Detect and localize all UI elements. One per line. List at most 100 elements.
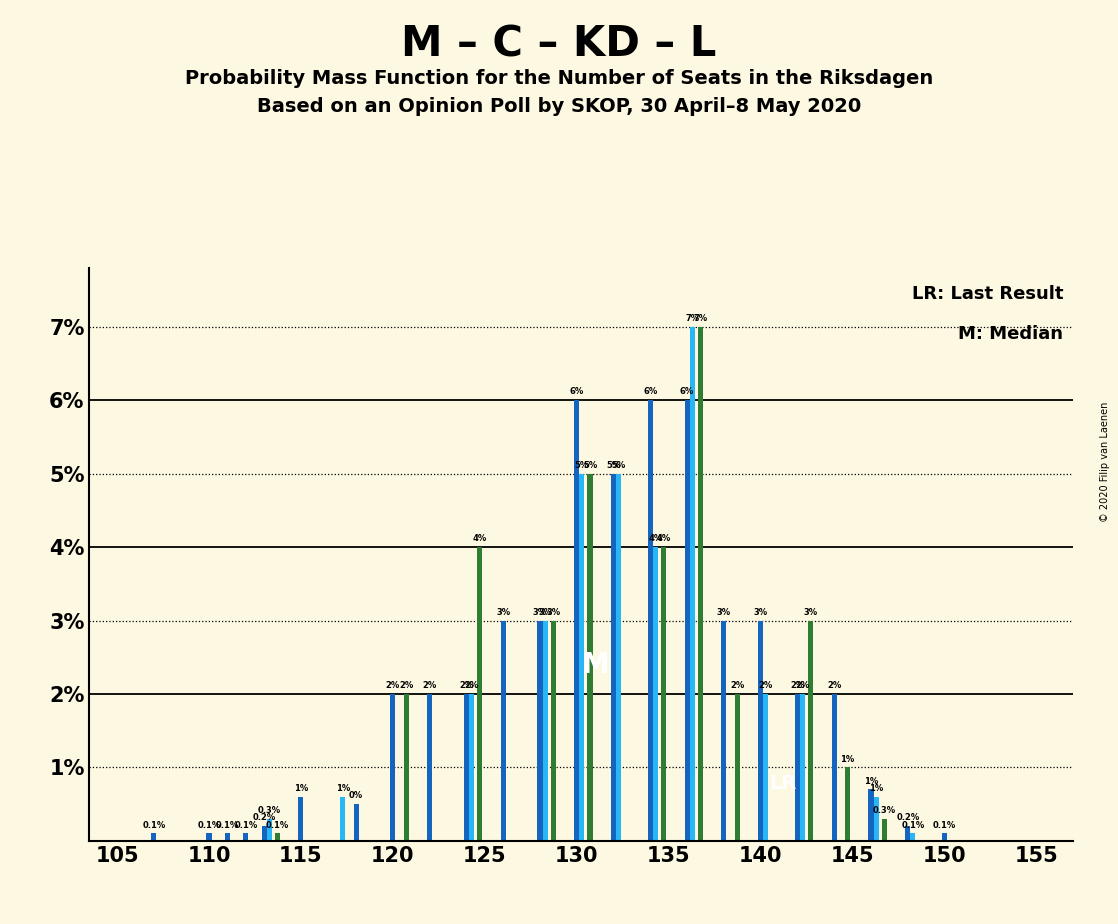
Bar bbox=[464, 694, 468, 841]
Text: 2%: 2% bbox=[796, 681, 809, 690]
Text: 6%: 6% bbox=[680, 387, 694, 396]
Bar bbox=[207, 833, 211, 841]
Text: 0.1%: 0.1% bbox=[266, 821, 290, 830]
Bar bbox=[551, 621, 556, 841]
Bar bbox=[690, 327, 694, 841]
Text: 1%: 1% bbox=[864, 777, 878, 785]
Bar bbox=[538, 621, 542, 841]
Text: 4%: 4% bbox=[648, 534, 663, 543]
Bar bbox=[942, 833, 947, 841]
Bar bbox=[869, 789, 873, 841]
Text: © 2020 Filip van Laenen: © 2020 Filip van Laenen bbox=[1100, 402, 1110, 522]
Bar bbox=[906, 826, 910, 841]
Bar bbox=[353, 804, 359, 841]
Text: 3%: 3% bbox=[533, 608, 547, 617]
Text: 2%: 2% bbox=[730, 681, 745, 690]
Text: M: Median: M: Median bbox=[958, 325, 1063, 343]
Bar bbox=[477, 547, 482, 841]
Bar bbox=[468, 694, 474, 841]
Text: LR: LR bbox=[769, 774, 797, 793]
Bar bbox=[275, 833, 280, 841]
Text: 3%: 3% bbox=[496, 608, 510, 617]
Text: 5%: 5% bbox=[612, 461, 626, 470]
Text: 4%: 4% bbox=[656, 534, 671, 543]
Text: 1%: 1% bbox=[335, 784, 350, 793]
Bar bbox=[653, 547, 659, 841]
Bar bbox=[735, 694, 740, 841]
Text: 3%: 3% bbox=[717, 608, 731, 617]
Text: M – C – KD – L: M – C – KD – L bbox=[401, 23, 717, 65]
Text: 2%: 2% bbox=[790, 681, 805, 690]
Bar bbox=[427, 694, 433, 841]
Text: 7%: 7% bbox=[693, 314, 708, 323]
Text: 0.2%: 0.2% bbox=[253, 813, 276, 822]
Bar bbox=[616, 474, 622, 841]
Text: 0.3%: 0.3% bbox=[258, 806, 281, 815]
Bar bbox=[795, 694, 800, 841]
Text: 1%: 1% bbox=[869, 784, 883, 793]
Text: 2%: 2% bbox=[386, 681, 400, 690]
Bar bbox=[244, 833, 248, 841]
Text: 5%: 5% bbox=[575, 461, 589, 470]
Text: 2%: 2% bbox=[399, 681, 414, 690]
Bar bbox=[845, 768, 850, 841]
Bar bbox=[542, 621, 548, 841]
Bar bbox=[808, 621, 813, 841]
Text: 0.3%: 0.3% bbox=[873, 806, 896, 815]
Text: 0.1%: 0.1% bbox=[142, 821, 165, 830]
Bar bbox=[832, 694, 836, 841]
Text: LR: Last Result: LR: Last Result bbox=[912, 286, 1063, 303]
Text: 5%: 5% bbox=[582, 461, 597, 470]
Text: 0.1%: 0.1% bbox=[216, 821, 239, 830]
Text: 3%: 3% bbox=[804, 608, 817, 617]
Bar bbox=[225, 833, 230, 841]
Bar bbox=[267, 819, 272, 841]
Bar bbox=[340, 796, 345, 841]
Text: 2%: 2% bbox=[423, 681, 437, 690]
Bar bbox=[575, 400, 579, 841]
Bar bbox=[764, 694, 768, 841]
Bar bbox=[721, 621, 727, 841]
Bar bbox=[587, 474, 593, 841]
Text: 3%: 3% bbox=[538, 608, 552, 617]
Text: 3%: 3% bbox=[547, 608, 560, 617]
Text: 2%: 2% bbox=[459, 681, 474, 690]
Text: 0%: 0% bbox=[349, 792, 363, 800]
Bar bbox=[610, 474, 616, 841]
Text: 4%: 4% bbox=[473, 534, 486, 543]
Bar bbox=[873, 796, 879, 841]
Text: 0.1%: 0.1% bbox=[932, 821, 956, 830]
Bar bbox=[758, 621, 764, 841]
Text: 0.1%: 0.1% bbox=[234, 821, 257, 830]
Text: 1%: 1% bbox=[841, 755, 854, 764]
Bar bbox=[684, 400, 690, 841]
Bar bbox=[800, 694, 805, 841]
Text: M: M bbox=[581, 651, 609, 679]
Bar bbox=[299, 796, 303, 841]
Text: 2%: 2% bbox=[759, 681, 773, 690]
Bar bbox=[262, 826, 267, 841]
Text: 0.2%: 0.2% bbox=[897, 813, 919, 822]
Bar bbox=[404, 694, 409, 841]
Text: 7%: 7% bbox=[685, 314, 700, 323]
Text: 2%: 2% bbox=[464, 681, 479, 690]
Bar bbox=[151, 833, 157, 841]
Bar bbox=[501, 621, 505, 841]
Text: 6%: 6% bbox=[643, 387, 657, 396]
Text: Probability Mass Function for the Number of Seats in the Riksdagen: Probability Mass Function for the Number… bbox=[184, 69, 934, 89]
Text: 2%: 2% bbox=[827, 681, 842, 690]
Text: Based on an Opinion Poll by SKOP, 30 April–8 May 2020: Based on an Opinion Poll by SKOP, 30 Apr… bbox=[257, 97, 861, 116]
Bar bbox=[910, 833, 916, 841]
Text: 6%: 6% bbox=[570, 387, 584, 396]
Text: 3%: 3% bbox=[754, 608, 768, 617]
Bar bbox=[579, 474, 585, 841]
Text: 5%: 5% bbox=[606, 461, 620, 470]
Bar bbox=[661, 547, 666, 841]
Bar bbox=[647, 400, 653, 841]
Bar bbox=[390, 694, 396, 841]
Bar bbox=[698, 327, 703, 841]
Text: 1%: 1% bbox=[294, 784, 309, 793]
Text: 0.1%: 0.1% bbox=[198, 821, 220, 830]
Bar bbox=[882, 819, 887, 841]
Text: 0.1%: 0.1% bbox=[901, 821, 925, 830]
